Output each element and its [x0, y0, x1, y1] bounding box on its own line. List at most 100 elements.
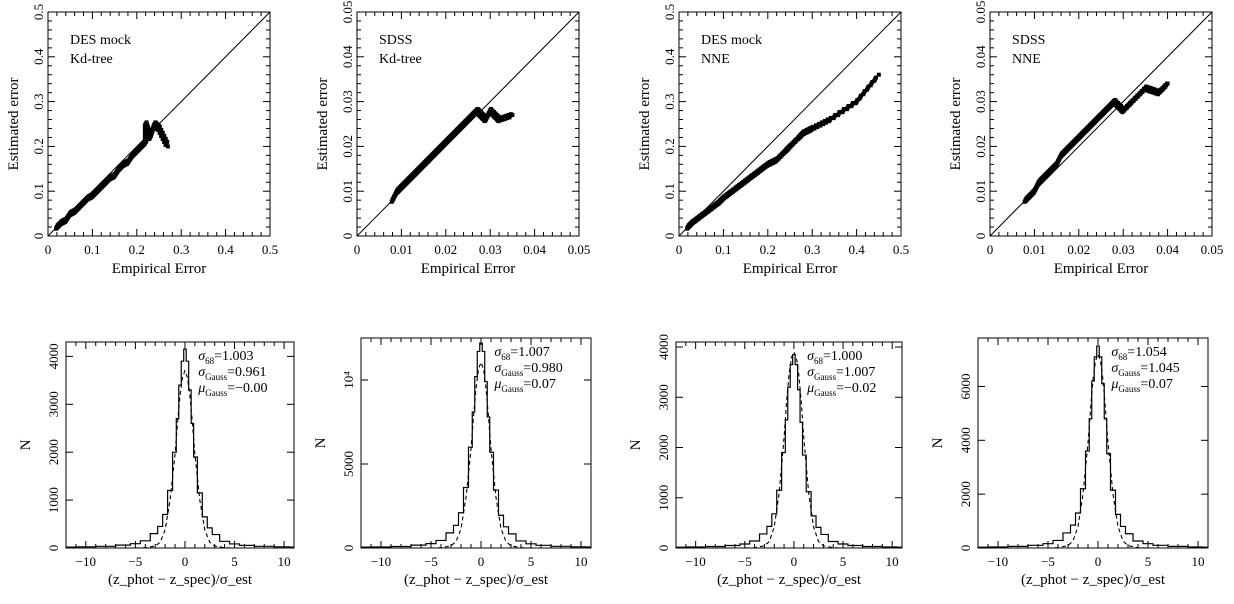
y-tick-label: 0.5 [31, 4, 46, 20]
x-tick-label: 5 [840, 554, 847, 569]
stat-annotation: μGauss=−0.02 [806, 381, 876, 398]
x-axis-label: Empirical Error [1054, 261, 1149, 277]
data-point-fill [157, 124, 162, 129]
stat-subscript: Gauss [205, 388, 227, 398]
x-axis-label: (z_phot − z_spec)/σ_est [1021, 572, 1166, 588]
data-point-fill [159, 127, 164, 132]
y-tick-label: 0.3 [662, 93, 677, 109]
y-tick-label: 0 [340, 233, 355, 240]
stat-subscript: Gauss [501, 384, 523, 394]
x-tick-label: −5 [128, 554, 142, 569]
x-tick-label: 0.2 [760, 242, 776, 257]
x-axis-label: (z_phot − z_spec)/σ_est [108, 572, 253, 588]
data-point-fill [1155, 88, 1160, 93]
x-tick-label: −5 [424, 554, 438, 569]
x-tick-label: −10 [988, 554, 1008, 569]
stat-symbol: σ [1111, 361, 1119, 376]
x-tick-label: 0.2 [129, 242, 145, 257]
data-point-fill [842, 106, 847, 111]
x-tick-label: 0 [791, 554, 798, 569]
y-axis-label: Estimated error [315, 78, 331, 171]
y-tick-label: 0 [662, 233, 677, 240]
stat-subscript: Gauss [501, 368, 523, 378]
y-tick-label: 0.03 [340, 90, 355, 113]
x-tick-label: 10 [278, 554, 291, 569]
y-tick-label: 0.01 [973, 180, 988, 203]
data-point-fill [866, 84, 871, 89]
x-tick-label: 0 [478, 554, 485, 569]
plot-frame [989, 11, 1213, 237]
x-tick-label: 0.1 [84, 242, 100, 257]
histogram-line [978, 345, 1208, 548]
data-point-fill [145, 124, 150, 129]
y-tick-label: 10⁴ [341, 371, 356, 389]
y-tick-label: 0 [958, 545, 973, 552]
scatter-points [685, 72, 881, 231]
stat-symbol: μ [493, 377, 501, 392]
x-tick-label: 10 [1192, 554, 1205, 569]
y-axis-label: Estimated error [6, 78, 22, 171]
x-tick-label: −5 [1041, 554, 1055, 569]
data-point-fill [144, 120, 149, 125]
x-tick-label: 0 [987, 242, 994, 257]
stat-annotation: σ68=1.003 [198, 349, 253, 366]
data-point-fill [870, 80, 875, 85]
data-point-fill [859, 93, 864, 98]
y-tick-label: 0 [46, 545, 61, 552]
stat-annotation: σ68=1.007 [494, 345, 549, 362]
y-tick-label: 0.05 [340, 1, 355, 24]
gaussian-fit-line [361, 360, 591, 549]
y-tick-label: 0.02 [973, 135, 988, 158]
x-axis-label: Empirical Error [743, 261, 838, 277]
stat-symbol: μ [1110, 377, 1118, 392]
stat-value: =0.07 [1140, 377, 1172, 392]
x-tick-label: 0.02 [434, 242, 457, 257]
stat-symbol: σ [807, 349, 815, 364]
stat-symbol: μ [197, 381, 205, 396]
plot-frame [65, 341, 295, 549]
x-tick-label: 0.05 [568, 242, 591, 257]
x-tick-label: 0.5 [262, 242, 278, 257]
x-tick-label: 0 [676, 242, 683, 257]
x-tick-label: 0.04 [1156, 242, 1179, 257]
data-point-fill [837, 109, 842, 114]
y-tick-label: 0 [973, 233, 988, 240]
x-axis-label: Empirical Error [421, 261, 516, 277]
x-tick-label: 0.5 [893, 242, 909, 257]
y-axis-label: N [628, 439, 644, 450]
stat-subscript: Gauss [814, 372, 836, 382]
scatter-panel-1: 0 0.1 0.2 0.3 0.4 0.5 0 0.1 0.2 0.3 0.4 0.5 DES mock… [6, 4, 278, 277]
data-point-fill [1144, 84, 1149, 89]
x-tick-label: 0.3 [173, 242, 189, 257]
data-point-fill [873, 75, 878, 80]
stat-value: =1.045 [1140, 361, 1179, 376]
panel-annotation: SDSS [1012, 33, 1045, 48]
plot-frame [356, 11, 580, 237]
data-point-fill [160, 130, 165, 135]
data-point-fill [862, 89, 867, 94]
stat-annotation: σGauss=1.007 [807, 365, 875, 382]
stat-annotation: σGauss=0.961 [198, 365, 266, 382]
stat-subscript: 68 [814, 356, 824, 366]
stat-subscript: 68 [1118, 352, 1128, 362]
y-tick-label: 2000 [656, 435, 671, 461]
histogram-line [66, 348, 294, 548]
data-point [165, 144, 170, 149]
y-tick-label: 0.04 [973, 45, 988, 68]
stat-annotation: μGauss=0.07 [1110, 377, 1172, 394]
y-tick-label: 1000 [46, 487, 61, 513]
y-tick-label: 4000 [46, 343, 61, 369]
x-tick-label: −10 [371, 554, 391, 569]
stat-subscript: Gauss [1118, 384, 1140, 394]
y-tick-label: 0.3 [31, 93, 46, 109]
data-point-fill [1148, 86, 1153, 91]
x-tick-label: −10 [685, 554, 705, 569]
x-tick-label: 5 [528, 554, 535, 569]
histogram-panel-8: −10 −5 0 5 100200040006000σ68=1.054σGauss=1.… [930, 337, 1209, 588]
stat-subscript: 68 [501, 352, 511, 362]
y-tick-label: 0.4 [662, 48, 677, 65]
data-point-fill [165, 139, 170, 144]
data-point [876, 72, 881, 77]
